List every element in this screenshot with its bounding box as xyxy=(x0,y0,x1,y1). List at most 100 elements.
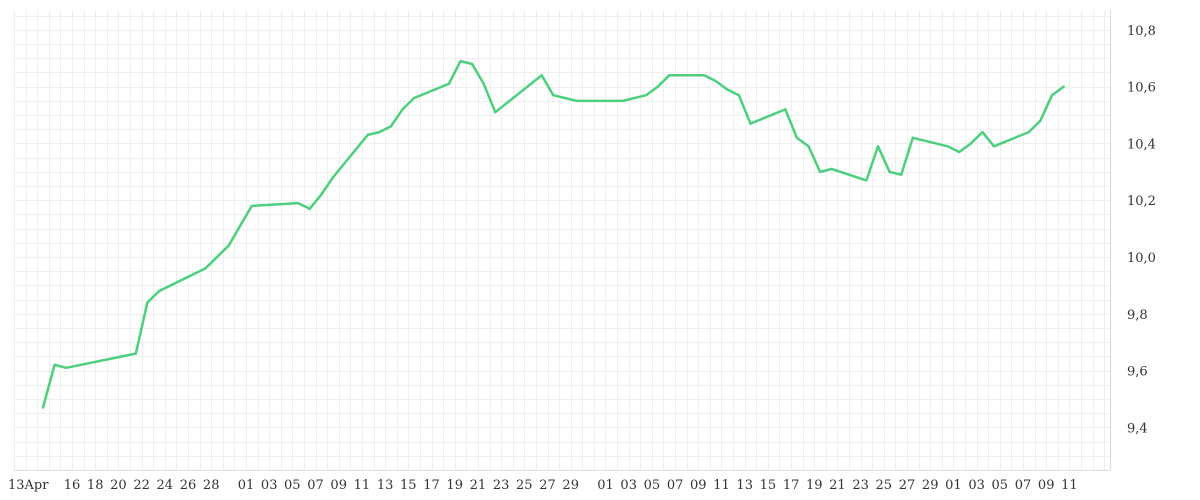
data-point xyxy=(250,204,253,208)
x-tick-label: 09 xyxy=(1038,478,1055,493)
x-tick-label: 21 xyxy=(829,478,846,493)
x-tick-label: 03 xyxy=(261,478,278,493)
x-axis-ticks: 13Apr 16 18 20 22 24 26 28 01 03 05 07 09 11 13 15 17 19 2… xyxy=(8,478,1078,493)
data-point xyxy=(157,289,161,293)
data-point xyxy=(1062,85,1065,88)
data-point xyxy=(494,111,497,114)
grid xyxy=(14,10,1110,471)
data-point xyxy=(865,179,868,182)
data-point xyxy=(204,267,207,270)
x-tick-label: 23 xyxy=(493,478,510,493)
x-tick-label: 07 xyxy=(1015,478,1032,493)
x-tick-label: 01 xyxy=(597,478,614,493)
x-tick-label: 20 xyxy=(110,478,127,493)
y-tick-label: 9,4 xyxy=(1127,421,1148,436)
x-tick-label: 09 xyxy=(330,478,347,493)
x-tick-label: 28 xyxy=(203,478,220,493)
x-tick-label: 19 xyxy=(446,478,463,493)
data-point xyxy=(1027,130,1031,134)
data-point xyxy=(1050,94,1054,97)
data-point xyxy=(992,145,996,148)
data-point xyxy=(146,301,149,304)
x-tick-label: 19 xyxy=(806,478,823,493)
x-tick-label: 07 xyxy=(667,478,684,493)
data-point xyxy=(714,79,717,83)
y-tick-label: 10,0 xyxy=(1127,251,1156,266)
y-tick-label: 9,8 xyxy=(1127,308,1148,323)
data-point xyxy=(459,59,462,63)
data-point xyxy=(470,62,474,66)
x-tick-label: 01 xyxy=(238,478,255,493)
data-point xyxy=(726,88,729,91)
data-point xyxy=(668,74,671,77)
x-tick-label: 26 xyxy=(180,478,197,493)
x-tick-label: 29 xyxy=(922,478,939,493)
x-tick-label: 05 xyxy=(284,478,301,493)
x-tick-label: 05 xyxy=(992,478,1009,493)
x-tick-label: 22 xyxy=(133,478,150,493)
series-line xyxy=(41,59,1065,409)
data-point xyxy=(378,130,381,134)
data-point xyxy=(830,167,833,171)
data-point xyxy=(958,150,961,154)
data-point xyxy=(366,133,369,137)
data-point xyxy=(807,145,810,148)
data-point xyxy=(795,136,799,139)
x-tick-label: 15 xyxy=(760,478,777,493)
data-point xyxy=(389,125,393,128)
x-tick-label: 15 xyxy=(400,478,417,493)
x-tick-label: 25 xyxy=(516,478,533,493)
data-point xyxy=(633,96,636,100)
y-tick-label: 9,6 xyxy=(1127,365,1148,380)
x-tick-label: 11 xyxy=(713,478,730,493)
x-tick-label: 18 xyxy=(87,478,104,493)
x-tick-label: 11 xyxy=(1061,478,1078,493)
x-tick-label: 07 xyxy=(307,478,324,493)
data-point xyxy=(401,108,404,111)
data-point xyxy=(888,170,891,174)
x-tick-label: 13 xyxy=(377,478,394,493)
data-point xyxy=(876,145,880,148)
data-point xyxy=(1039,119,1042,122)
data-point xyxy=(227,244,230,247)
data-point xyxy=(656,85,659,88)
data-point xyxy=(320,193,323,196)
axes xyxy=(14,10,1111,471)
x-tick-label: 21 xyxy=(470,478,487,493)
x-tick-label: 27 xyxy=(899,478,916,493)
y-axis-ticks: 9,4 9,6 9,8 10,0 10,2 10,4 10,6 10,8 xyxy=(1127,24,1156,437)
data-point xyxy=(946,145,949,148)
series-layer xyxy=(41,59,1065,409)
data-point xyxy=(552,94,555,97)
x-tick-label: 13 xyxy=(736,478,753,493)
data-point xyxy=(644,94,648,97)
data-point xyxy=(540,74,543,77)
data-point xyxy=(749,122,752,125)
x-tick-label: 29 xyxy=(562,478,579,493)
x-tick-label: 17 xyxy=(423,478,440,493)
data-point xyxy=(900,173,903,176)
data-point xyxy=(331,176,335,179)
data-point xyxy=(482,82,485,86)
data-point xyxy=(447,82,451,86)
data-point xyxy=(981,130,984,134)
x-tick-label: 25 xyxy=(876,478,893,493)
x-tick-label: 13Apr xyxy=(8,478,49,493)
data-point xyxy=(65,366,68,369)
data-point xyxy=(969,142,972,145)
data-point xyxy=(621,99,625,103)
data-point xyxy=(53,363,56,367)
data-point xyxy=(702,74,706,77)
x-tick-label: 03 xyxy=(620,478,637,493)
x-tick-label: 05 xyxy=(644,478,661,493)
x-tick-label: 16 xyxy=(64,478,81,493)
y-tick-label: 10,4 xyxy=(1127,137,1156,152)
x-tick-label: 09 xyxy=(690,478,707,493)
data-point xyxy=(41,406,45,409)
data-point xyxy=(308,207,311,210)
data-point xyxy=(737,94,741,97)
x-tick-label: 03 xyxy=(968,478,985,493)
data-point xyxy=(134,352,137,355)
